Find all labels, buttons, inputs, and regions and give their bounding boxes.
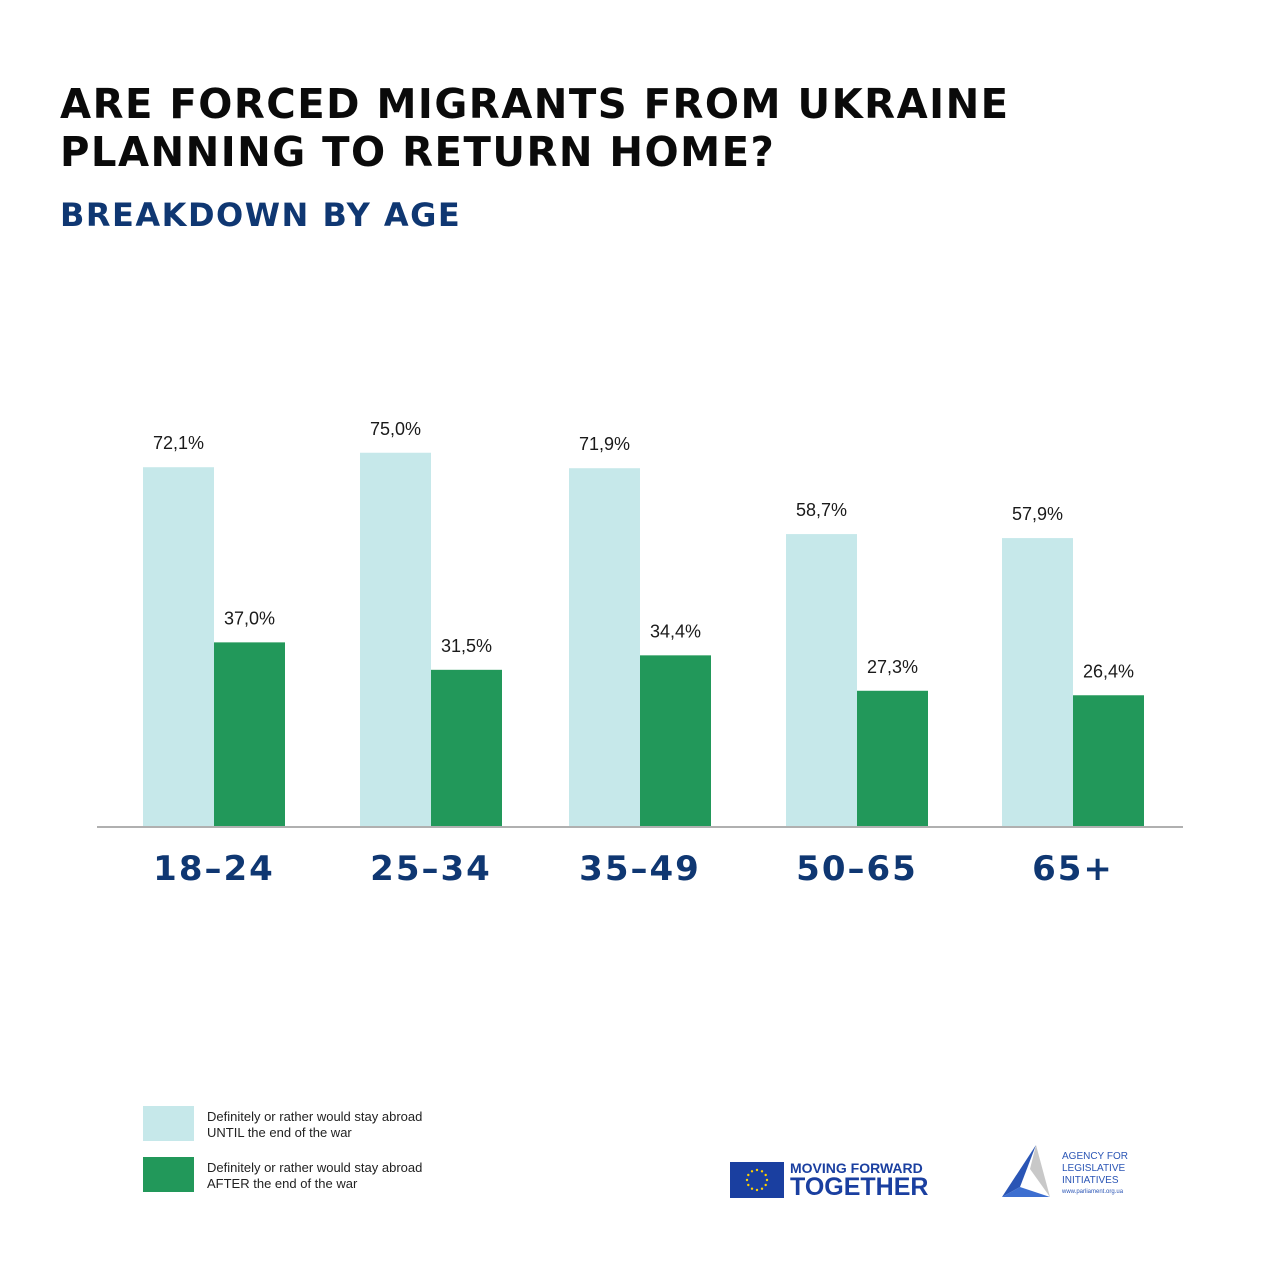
bar-after-50–65	[857, 690, 928, 827]
chart-title: ARE FORCED MIGRANTS FROM UKRAINE PLANNIN…	[60, 80, 1138, 176]
category-label-35–49: 35–49	[579, 849, 701, 889]
value-label-after-18–24: 37,0%	[224, 608, 275, 628]
eu-flag-icon	[730, 1162, 784, 1198]
category-label-65+: 65+	[1032, 849, 1114, 889]
legend: Definitely or rather would stay abroad U…	[143, 1106, 422, 1208]
title-line-2: PLANNING TO RETURN HOME?	[60, 128, 776, 176]
value-label-until-50–65: 58,7%	[796, 500, 847, 520]
legend-swatch-after	[143, 1157, 194, 1192]
bar-chart: 72,1% 37,0% 75,0% 31,5% 71,9% 34,4% 58,7% 27,3%…	[97, 419, 1183, 889]
legend-label-until-line2: UNTIL the end of the war	[207, 1125, 352, 1140]
legend-label-until: Definitely or rather would stay abroad U…	[207, 1106, 422, 1141]
legend-label-until-line1: Definitely or rather would stay abroad	[207, 1109, 423, 1124]
legend-item-until: Definitely or rather would stay abroad U…	[143, 1106, 422, 1141]
agency-url: www.parliament.org.ua	[1062, 1189, 1124, 1195]
agency-name: AGENCY FOR LEGISLATIVE INITIATIVES www.p…	[1062, 1145, 1128, 1201]
bar-after-25–34	[431, 669, 502, 827]
value-label-after-35–49: 34,4%	[650, 621, 701, 641]
legend-label-after-line2: AFTER the end of the war	[207, 1176, 358, 1191]
bars-group: 72,1% 37,0% 75,0% 31,5% 71,9% 34,4% 58,7% 27,3%…	[143, 419, 1144, 827]
agency-name-line2: LEGISLATIVE	[1062, 1163, 1126, 1174]
category-label-25–34: 25–34	[370, 849, 492, 889]
value-label-until-18–24: 72,1%	[153, 433, 204, 453]
bar-after-18–24	[214, 642, 285, 827]
value-label-after-50–65: 27,3%	[867, 657, 918, 677]
agency-name-line3: INITIATIVES	[1062, 1175, 1119, 1186]
bar-after-65+	[1073, 695, 1144, 827]
agency-triangle-icon	[1002, 1145, 1050, 1197]
agency-name-line1: AGENCY FOR	[1062, 1151, 1128, 1162]
agency-logo: AGENCY FOR LEGISLATIVE INITIATIVES www.p…	[1000, 1145, 1128, 1201]
value-label-after-65+: 26,4%	[1083, 661, 1134, 681]
eu-logo: MOVING FORWARD TOGETHER	[730, 1160, 929, 1201]
category-label-18–24: 18–24	[153, 849, 275, 889]
legend-label-after: Definitely or rather would stay abroad A…	[207, 1157, 422, 1192]
bar-until-25–34	[360, 452, 431, 827]
bar-until-35–49	[569, 468, 640, 827]
legend-swatch-until	[143, 1106, 194, 1141]
eu-slogan-line2: TOGETHER	[790, 1173, 929, 1201]
bar-until-50–65	[786, 534, 857, 827]
category-label-50–65: 50–65	[796, 849, 918, 889]
bar-until-18–24	[143, 467, 214, 827]
eu-slogan: MOVING FORWARD TOGETHER	[790, 1160, 929, 1201]
legend-item-after: Definitely or rather would stay abroad A…	[143, 1157, 422, 1192]
chart-subtitle: BREAKDOWN BY AGE	[60, 196, 462, 234]
value-label-until-25–34: 75,0%	[370, 419, 421, 439]
title-line-1: ARE FORCED MIGRANTS FROM UKRAINE	[60, 80, 1010, 128]
bar-until-65+	[1002, 538, 1073, 827]
legend-label-after-line1: Definitely or rather would stay abroad	[207, 1160, 423, 1175]
eu-slogan-line1: MOVING FORWARD	[790, 1160, 923, 1176]
category-labels: 18–24 25–34 35–49 50–65 65+	[153, 849, 1114, 889]
value-label-after-25–34: 31,5%	[441, 636, 492, 656]
value-label-until-65+: 57,9%	[1012, 504, 1063, 524]
value-label-until-35–49: 71,9%	[579, 434, 630, 454]
bar-after-35–49	[640, 655, 711, 827]
